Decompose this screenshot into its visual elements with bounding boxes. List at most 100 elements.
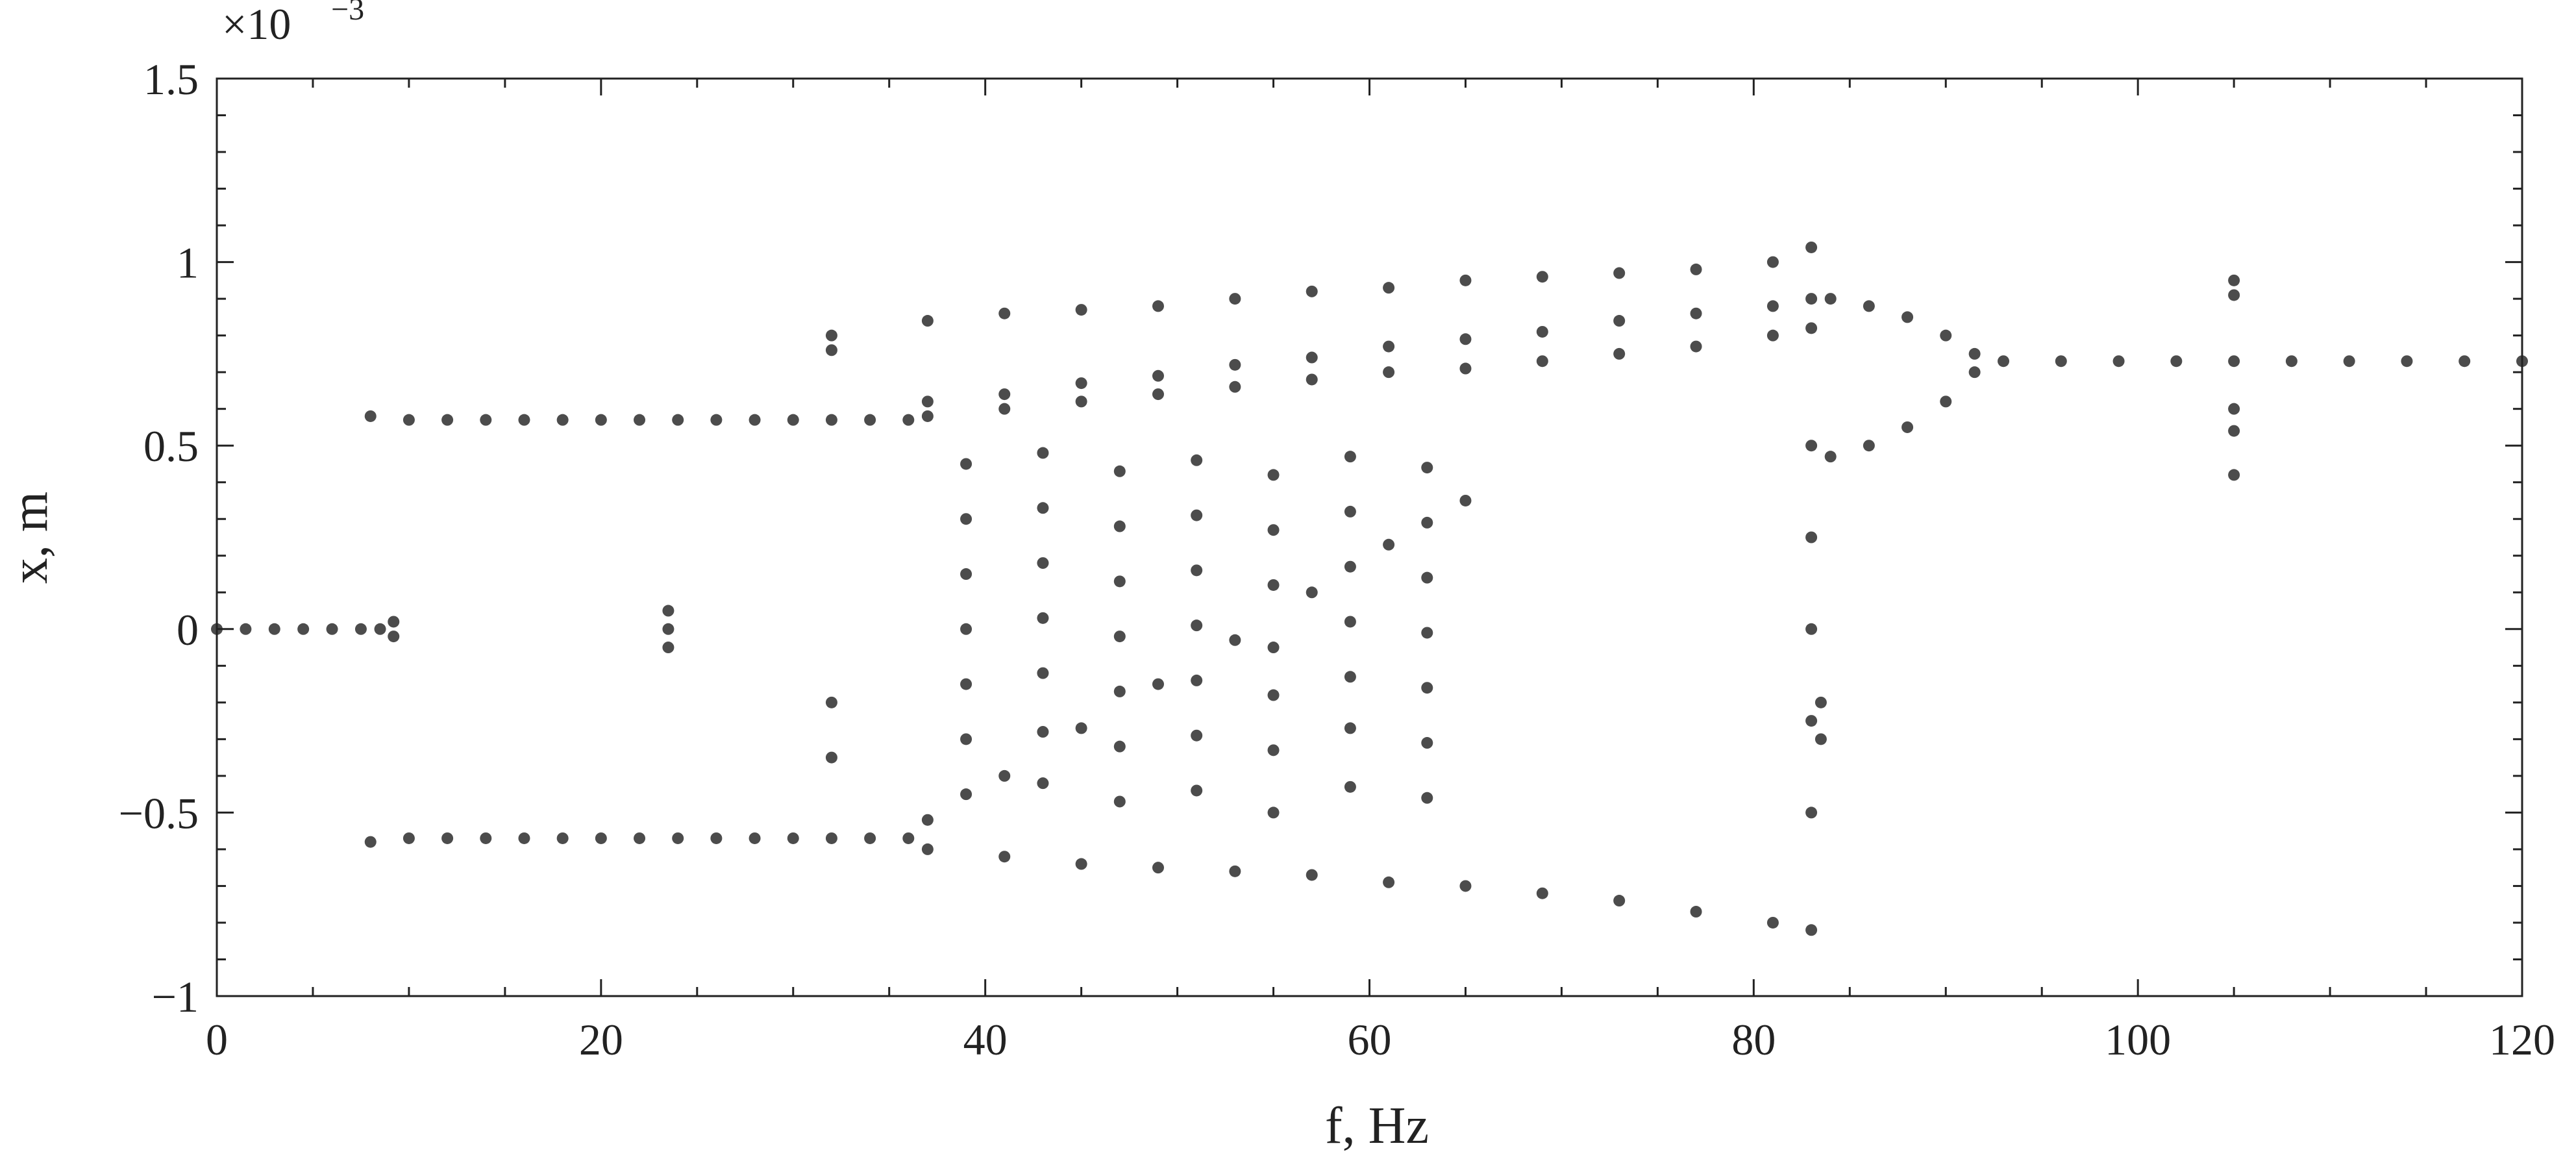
point <box>1863 440 1875 452</box>
point <box>1152 862 1164 874</box>
x-tick-label: 40 <box>963 1015 1008 1064</box>
point <box>1690 307 1702 319</box>
point <box>1421 737 1433 749</box>
point <box>787 414 799 426</box>
point <box>672 414 684 426</box>
point <box>1191 729 1203 742</box>
point <box>825 832 837 844</box>
point <box>634 414 646 426</box>
x-tick-label: 0 <box>206 1015 228 1064</box>
point <box>921 395 934 408</box>
point <box>1421 627 1433 639</box>
point <box>1805 924 1818 936</box>
point <box>1690 263 1702 275</box>
point <box>1459 494 1472 506</box>
point <box>1267 524 1280 536</box>
point <box>1344 560 1356 573</box>
point <box>1306 373 1318 386</box>
point <box>921 814 934 826</box>
point <box>1306 869 1318 881</box>
point <box>1766 916 1779 929</box>
point <box>268 623 280 635</box>
x-tick-label: 20 <box>579 1015 623 1064</box>
point <box>1383 876 1395 888</box>
point <box>1075 722 1087 734</box>
point <box>1805 440 1818 452</box>
point <box>960 568 972 581</box>
point <box>1901 421 1914 433</box>
point <box>1267 744 1280 756</box>
point <box>1113 685 1126 697</box>
point <box>1805 715 1818 727</box>
point <box>374 623 386 635</box>
point <box>1459 362 1472 375</box>
point <box>1113 520 1126 532</box>
point <box>1267 579 1280 591</box>
point <box>825 751 837 764</box>
point <box>634 832 646 844</box>
point <box>672 832 684 844</box>
point <box>998 769 1011 782</box>
point <box>1113 631 1126 643</box>
point <box>1344 671 1356 683</box>
point <box>864 414 876 426</box>
y-tick-label: 0 <box>177 605 199 655</box>
point <box>2228 289 2240 301</box>
point <box>1805 241 1818 253</box>
y-tick-label: 1 <box>177 238 199 288</box>
point <box>1814 733 1827 745</box>
point <box>1152 388 1164 401</box>
point <box>662 642 675 654</box>
x-tick-label: 60 <box>1348 1015 1392 1064</box>
point <box>326 623 338 635</box>
x-tick-label: 100 <box>2105 1015 2171 1064</box>
point <box>518 832 530 844</box>
point <box>1267 469 1280 481</box>
point <box>2228 469 2240 481</box>
point <box>1344 451 1356 463</box>
point <box>1536 325 1548 338</box>
point <box>1536 271 1548 283</box>
point <box>1383 366 1395 379</box>
point <box>2055 355 2067 368</box>
point <box>921 315 934 327</box>
point <box>825 414 837 426</box>
point <box>1805 322 1818 334</box>
point <box>1805 293 1818 305</box>
point <box>556 414 569 426</box>
point <box>921 410 934 422</box>
point <box>1459 333 1472 345</box>
point <box>1968 347 1981 360</box>
point <box>1152 678 1164 690</box>
point <box>1613 895 1626 907</box>
point <box>1113 740 1126 753</box>
point <box>921 843 934 855</box>
point <box>902 414 915 426</box>
point <box>1459 274 1472 286</box>
point <box>1814 696 1827 708</box>
point <box>1421 462 1433 474</box>
point <box>749 832 761 844</box>
plot-frame <box>216 77 2523 997</box>
point <box>1968 366 1981 379</box>
point <box>240 623 252 635</box>
point <box>1306 351 1318 364</box>
point <box>1344 616 1356 628</box>
point <box>1075 304 1087 316</box>
point <box>825 329 837 342</box>
point <box>710 832 723 844</box>
point <box>1075 858 1087 870</box>
point <box>1824 293 1837 305</box>
point <box>825 344 837 356</box>
x-axis-label: f, Hz <box>1325 1097 1429 1155</box>
point <box>1037 726 1049 738</box>
point <box>960 458 972 470</box>
point <box>1690 906 1702 918</box>
point <box>1113 465 1126 477</box>
y-tick-label: 1.5 <box>143 55 199 104</box>
point <box>662 605 675 617</box>
point <box>480 832 492 844</box>
point <box>1037 667 1049 679</box>
y-tick-label: −0.5 <box>119 788 199 838</box>
